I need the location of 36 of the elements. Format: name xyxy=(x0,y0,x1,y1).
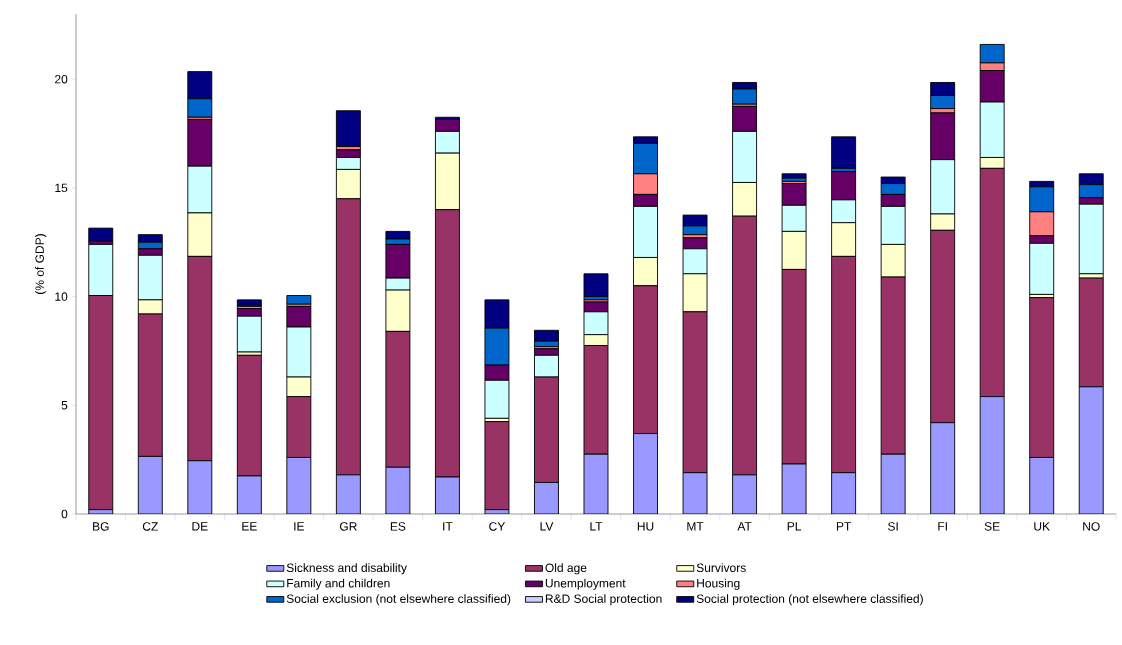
y-tick-label: 15 xyxy=(55,183,68,193)
x-tick-label: BG xyxy=(93,522,109,531)
legend-label: Family and children xyxy=(287,578,390,590)
legend-label: Old age xyxy=(545,563,587,575)
x-tick-label: NO xyxy=(1083,522,1100,531)
y-tick-label: 0 xyxy=(61,509,68,519)
legend-label: Social protection (not elsewhere classified) xyxy=(696,594,923,606)
y-axis-title: (% of GDP) xyxy=(35,234,47,294)
legend-label: Housing xyxy=(697,578,740,590)
y-tick-label: 10 xyxy=(55,292,68,301)
x-tick-label: HU xyxy=(637,522,654,531)
x-tick-label: FI xyxy=(938,522,947,531)
x-tick-label: GR xyxy=(339,522,357,531)
x-tick-label: PL xyxy=(787,522,802,531)
x-tick-label: CZ xyxy=(142,522,158,531)
x-tick-label: LV xyxy=(540,522,554,531)
x-tick-label: CY xyxy=(489,522,506,531)
x-tick-label: EE xyxy=(242,522,257,531)
legend-label: Survivors xyxy=(696,563,746,572)
x-tick-label: ES xyxy=(390,522,406,531)
x-tick-label: MT xyxy=(687,522,704,531)
x-tick-label: UK xyxy=(1034,522,1050,531)
legend-label: Unemployment xyxy=(545,578,626,590)
x-tick-label: SI xyxy=(888,522,898,531)
legend-label: Social exclusion (not elsewhere classified) xyxy=(286,594,511,606)
legend-label: Sickness and disability xyxy=(286,563,407,575)
x-tick-label: PT xyxy=(836,522,852,531)
x-tick-label: SE xyxy=(984,522,1000,531)
x-tick-label: IT xyxy=(443,522,453,531)
x-tick-label: IE xyxy=(294,522,305,531)
y-tick-label: 20 xyxy=(55,74,68,84)
x-tick-label: DE xyxy=(192,522,208,531)
legend-label: R&D Social protection xyxy=(545,594,662,606)
x-tick-label: AT xyxy=(737,522,752,531)
x-tick-label: LT xyxy=(590,522,603,531)
y-tick-label: 5 xyxy=(61,401,68,410)
